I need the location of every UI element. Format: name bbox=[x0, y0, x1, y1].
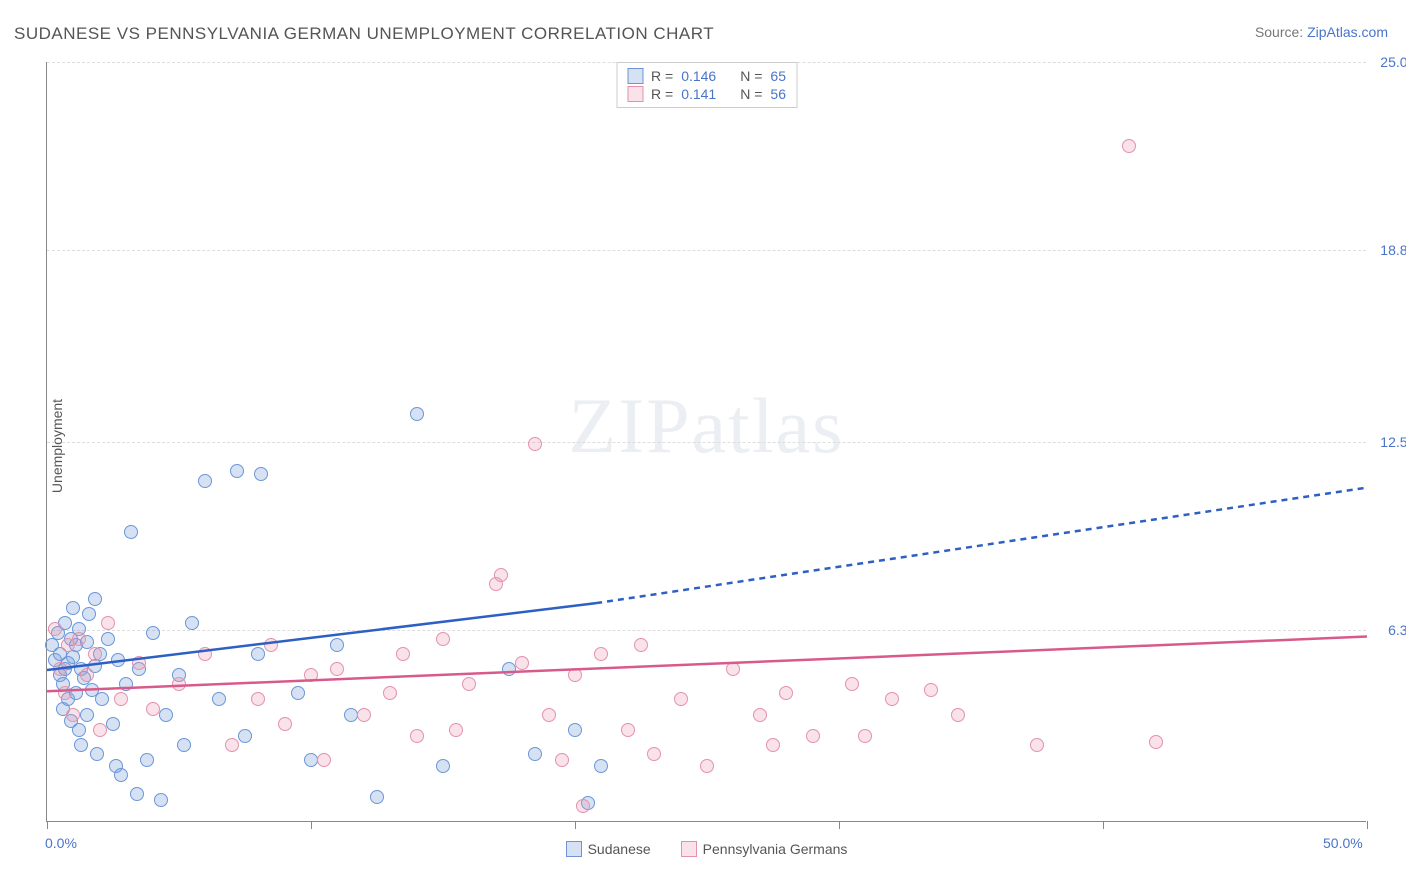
legend-label-penn-german: Pennsylvania Germans bbox=[703, 841, 848, 857]
n-value-sudanese: 65 bbox=[770, 68, 786, 84]
n-label: N = bbox=[740, 68, 762, 84]
source-link[interactable]: ZipAtlas.com bbox=[1307, 24, 1388, 40]
series-legend: Sudanese Pennsylvania Germans bbox=[47, 841, 1366, 857]
r-label: R = bbox=[651, 68, 673, 84]
legend-item-penn-german: Pennsylvania Germans bbox=[681, 841, 848, 857]
plot-area: ZIPatlas R = 0.146 N = 65 R = 0.141 N = … bbox=[46, 62, 1366, 822]
r-label: R = bbox=[651, 86, 673, 102]
y-tick-label: 6.3% bbox=[1388, 622, 1406, 638]
chart-title: SUDANESE VS PENNSYLVANIA GERMAN UNEMPLOY… bbox=[14, 24, 714, 44]
swatch-sudanese-icon bbox=[566, 841, 582, 857]
swatch-penn-german-icon bbox=[681, 841, 697, 857]
x-tick-label: 50.0% bbox=[1323, 835, 1363, 851]
legend-row-penn-german: R = 0.141 N = 56 bbox=[627, 85, 786, 103]
r-value-sudanese: 0.146 bbox=[681, 68, 716, 84]
y-tick-label: 18.8% bbox=[1380, 242, 1406, 258]
x-tick-label: 0.0% bbox=[45, 835, 77, 851]
regression-lines bbox=[47, 62, 1367, 822]
n-label: N = bbox=[740, 86, 762, 102]
legend-item-sudanese: Sudanese bbox=[566, 841, 651, 857]
y-tick-label: 12.5% bbox=[1380, 434, 1406, 450]
source-label: Source: bbox=[1255, 24, 1303, 40]
legend-label-sudanese: Sudanese bbox=[588, 841, 651, 857]
r-value-penn-german: 0.141 bbox=[681, 86, 716, 102]
legend-row-sudanese: R = 0.146 N = 65 bbox=[627, 67, 786, 85]
swatch-penn-german bbox=[627, 86, 643, 102]
source-attribution: Source: ZipAtlas.com bbox=[1255, 24, 1388, 40]
correlation-legend: R = 0.146 N = 65 R = 0.141 N = 56 bbox=[616, 62, 797, 108]
chart-container: SUDANESE VS PENNSYLVANIA GERMAN UNEMPLOY… bbox=[0, 0, 1406, 892]
n-value-penn-german: 56 bbox=[770, 86, 786, 102]
y-tick-label: 25.0% bbox=[1380, 54, 1406, 70]
swatch-sudanese bbox=[627, 68, 643, 84]
